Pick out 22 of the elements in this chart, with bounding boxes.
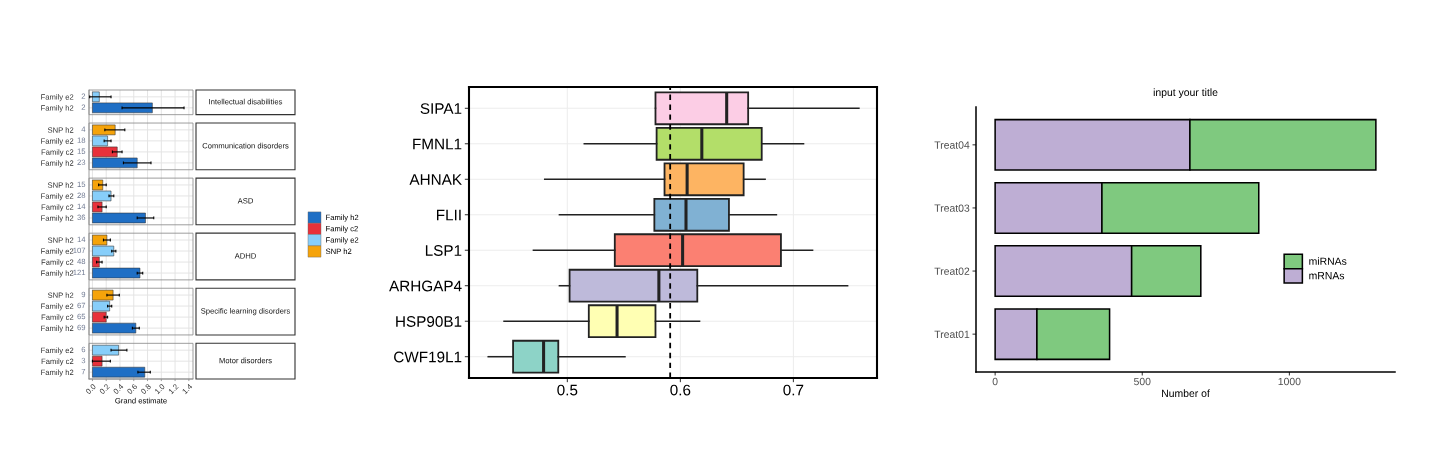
y-tick-label: Treat04 xyxy=(934,141,970,149)
legend-label: miRNAs xyxy=(1309,257,1347,265)
y-tick-label: Treat03 xyxy=(934,204,970,212)
chart-title: input your title xyxy=(1153,88,1218,99)
y-tick-label: ARHGAP4 xyxy=(389,280,462,292)
x-tick-label: 0.6 xyxy=(670,384,691,396)
x-tick-label: 0 xyxy=(992,377,998,386)
y-tick-label: CWF19L1 xyxy=(394,351,462,363)
x-tick-label: 500 xyxy=(1133,377,1151,386)
y-tick-label: HSP90B1 xyxy=(396,316,462,327)
x-axis-title: Number of xyxy=(1162,389,1210,397)
x-tick-label: 0.7 xyxy=(783,384,804,396)
y-tick-label: AHNAK xyxy=(409,174,462,185)
y-tick-label: FLII xyxy=(436,209,461,221)
y-tick-label: FMNL1 xyxy=(413,138,462,150)
y-tick-label: Treat01 xyxy=(934,330,970,339)
x-tick-label: 1000 xyxy=(1278,377,1301,386)
y-tick-label: SIPA1 xyxy=(420,103,462,114)
x-tick-label: 0.5 xyxy=(557,384,578,396)
y-tick-label: Treat02 xyxy=(934,267,970,275)
y-tick-label: LSP1 xyxy=(425,245,462,256)
legend-label: mRNAs xyxy=(1309,272,1345,280)
